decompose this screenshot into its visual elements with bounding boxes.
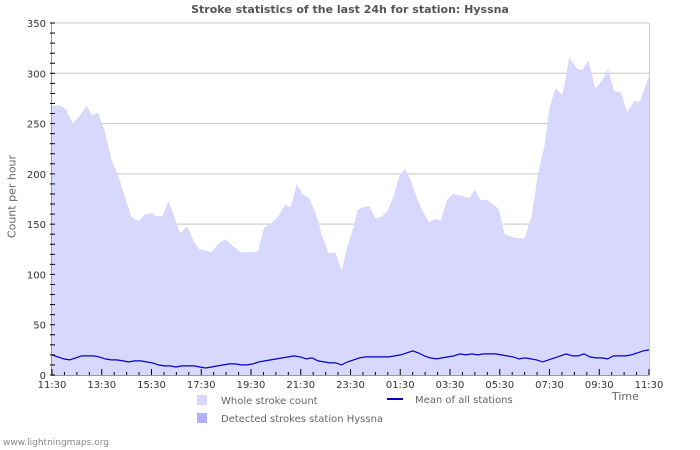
svg-text:13:30: 13:30 <box>87 380 116 391</box>
svg-text:11:30: 11:30 <box>38 380 67 391</box>
svg-text:03:30: 03:30 <box>436 380 465 391</box>
svg-text:09:30: 09:30 <box>585 380 614 391</box>
footer-credit: www.lightningmaps.org <box>3 438 109 448</box>
line-icon <box>387 398 403 400</box>
svg-text:0: 0 <box>40 371 46 382</box>
svg-text:21:30: 21:30 <box>286 380 315 391</box>
legend-item-mean: Mean of all stations <box>387 395 513 406</box>
svg-text:01:30: 01:30 <box>386 380 415 391</box>
svg-text:15:30: 15:30 <box>137 380 166 391</box>
svg-text:300: 300 <box>27 69 46 80</box>
legend-item-whole-stroke: Whole stroke count <box>197 395 318 407</box>
svg-text:05:30: 05:30 <box>485 380 514 391</box>
svg-text:11:30: 11:30 <box>635 380 664 391</box>
svg-text:350: 350 <box>27 19 46 30</box>
svg-text:07:30: 07:30 <box>535 380 564 391</box>
svg-text:17:30: 17:30 <box>187 380 216 391</box>
svg-text:200: 200 <box>27 170 46 181</box>
swatch-icon <box>197 413 207 423</box>
x-axis-label: Time <box>612 390 639 403</box>
tick-labels: 0 50 100 150 200 250 300 350 11:30 13:30 15:30 17:3… <box>27 19 664 391</box>
legend-item-detected: Detected strokes station Hyssna <box>197 413 383 425</box>
svg-text:19:30: 19:30 <box>237 380 266 391</box>
axes <box>50 22 650 376</box>
chart-title: Stroke statistics of the last 24h for st… <box>191 3 509 16</box>
mean-line <box>51 349 650 369</box>
svg-text:100: 100 <box>27 270 46 281</box>
svg-text:150: 150 <box>27 220 46 231</box>
whole-stroke-area <box>52 57 649 375</box>
svg-text:250: 250 <box>27 120 46 131</box>
swatch-icon <box>197 395 207 405</box>
svg-text:23:30: 23:30 <box>336 380 365 391</box>
svg-text:50: 50 <box>33 321 46 332</box>
